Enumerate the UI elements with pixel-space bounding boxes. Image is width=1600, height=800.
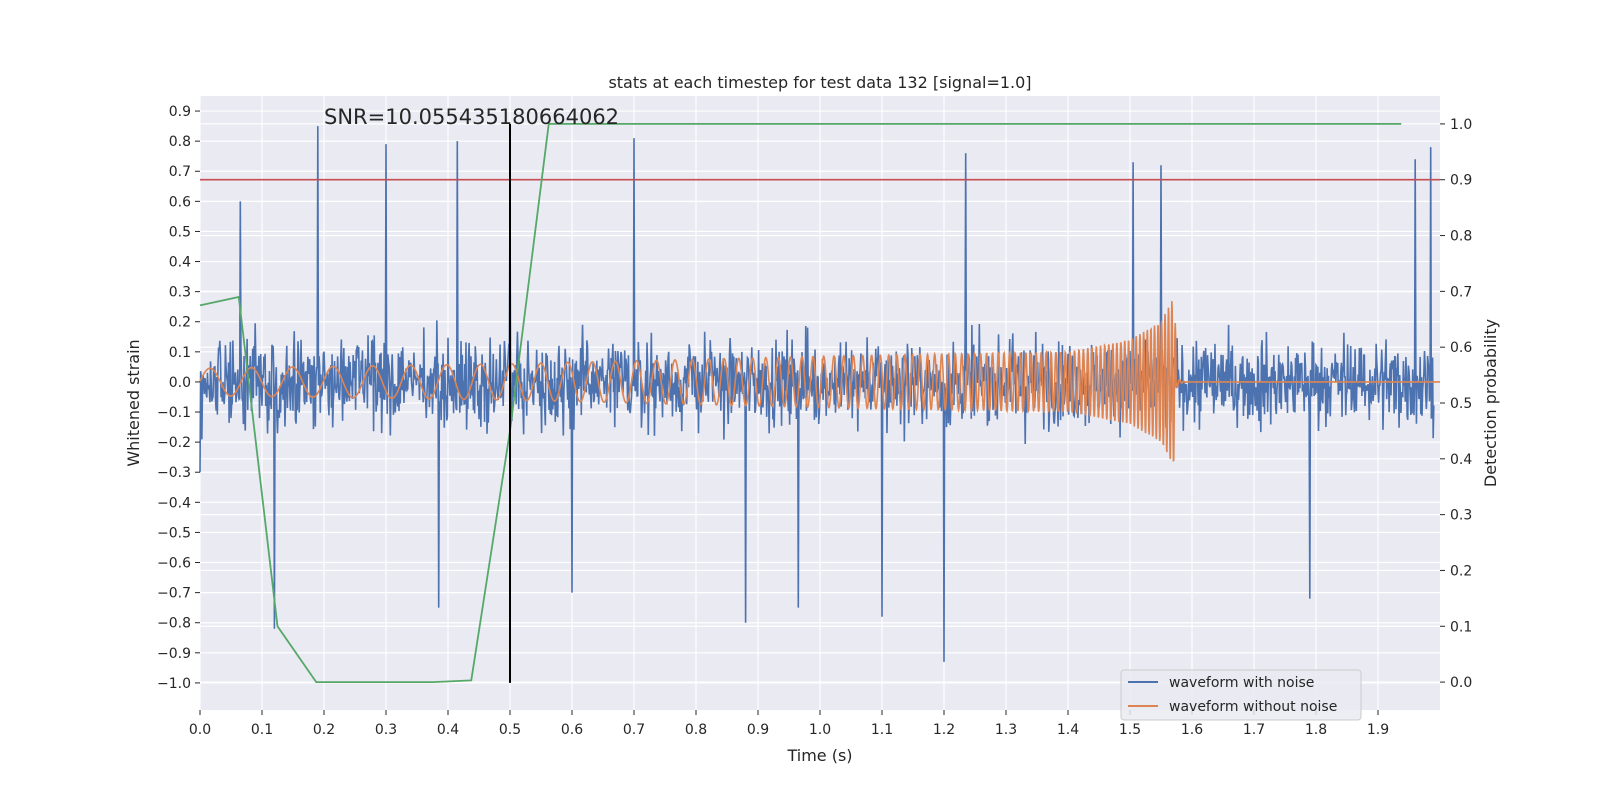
y-tick-label-left-8: 0.1 (169, 345, 191, 361)
y-tick-label-right-3: 0.7 (1450, 284, 1472, 300)
x-tick-label-3: 0.3 (375, 722, 397, 738)
y-tick-label-left-15: −0.6 (157, 556, 191, 572)
y-tick-label-left-18: −0.9 (157, 646, 191, 662)
x-tick-label-0: 0.0 (189, 722, 211, 738)
x-tick-label-6: 0.6 (561, 722, 583, 738)
x-tick-label-14: 1.4 (1057, 722, 1079, 738)
y-tick-label-right-6: 0.4 (1450, 452, 1472, 468)
x-tick-label-9: 0.9 (747, 722, 769, 738)
y-tick-label-right-0: 1.0 (1450, 117, 1472, 133)
x-tick-label-2: 0.2 (313, 722, 335, 738)
x-tick-label-12: 1.2 (933, 722, 955, 738)
y-tick-label-right-4: 0.6 (1450, 340, 1472, 356)
x-tick-label-7: 0.7 (623, 722, 645, 738)
y-tick-label-left-11: −0.2 (157, 435, 191, 451)
x-tick-label-11: 1.1 (871, 722, 893, 738)
x-tick-label-8: 0.8 (685, 722, 707, 738)
x-tick-label-16: 1.6 (1181, 722, 1203, 738)
x-axis-label: Time (s) (786, 746, 852, 765)
y-axis-label-right: Detection probability (1481, 319, 1500, 487)
y-axis-label-left: Whitened strain (124, 339, 143, 466)
y-tick-label-left-3: 0.6 (169, 194, 191, 210)
x-tick-label-4: 0.4 (437, 722, 459, 738)
y-tick-label-left-12: −0.3 (157, 465, 191, 481)
x-tick-label-10: 1.0 (809, 722, 831, 738)
y-tick-label-left-2: 0.7 (169, 164, 191, 180)
x-tick-label-13: 1.3 (995, 722, 1017, 738)
x-tick-label-17: 1.7 (1243, 722, 1265, 738)
series-detection-probability (199, 123, 1402, 683)
y-tick-label-left-19: −1.0 (157, 676, 191, 692)
y-tick-label-left-9: 0.0 (169, 375, 191, 391)
legend-label-clean: waveform without noise (1169, 699, 1337, 715)
y-tick-label-right-9: 0.1 (1450, 619, 1472, 635)
y-tick-label-left-4: 0.5 (169, 224, 191, 240)
x-tick-label-1: 0.1 (251, 722, 273, 738)
y-tick-label-left-17: −0.8 (157, 616, 191, 632)
ticks: 0.0 0.1 0.2 0.3 0.4 0.5 0.6 0.7 0.8 0.9 1.0 1.1 1.2 1… (157, 104, 1472, 738)
y-tick-label-right-7: 0.3 (1450, 508, 1472, 524)
y-tick-label-left-10: −0.1 (157, 405, 191, 421)
y-tick-label-left-16: −0.7 (157, 586, 191, 602)
x-tick-label-5: 0.5 (499, 722, 521, 738)
y-tick-label-left-6: 0.3 (169, 285, 191, 301)
chart-title: stats at each timestep for test data 132… (608, 73, 1031, 92)
y-tick-label-right-10: 0.0 (1450, 675, 1472, 691)
x-tick-label-15: 1.5 (1119, 722, 1141, 738)
snr-annotation: SNR=10.055435180664062 (324, 105, 619, 129)
legend-label-noise: waveform with noise (1169, 675, 1314, 691)
y-tick-label-left-5: 0.4 (169, 255, 191, 271)
x-tick-label-18: 1.8 (1305, 722, 1327, 738)
y-tick-label-left-14: −0.5 (157, 525, 191, 541)
legend-box (1120, 669, 1362, 721)
legend: waveform with noise waveform without noi… (1120, 669, 1362, 721)
x-tick-label-19: 1.9 (1367, 722, 1389, 738)
y-tick-label-right-8: 0.2 (1450, 563, 1472, 579)
y-tick-label-right-5: 0.5 (1450, 396, 1472, 412)
y-tick-label-left-7: 0.2 (169, 315, 191, 331)
series-waveform-without-noise (199, 301, 1440, 463)
y-tick-label-left-13: −0.4 (157, 495, 191, 511)
y-tick-label-right-2: 0.8 (1450, 229, 1472, 245)
y-tick-label-left-1: 0.8 (169, 134, 191, 150)
series-layer (199, 123, 1440, 683)
y-tick-label-left-0: 0.9 (169, 104, 191, 120)
y-tick-label-right-1: 0.9 (1450, 173, 1472, 189)
